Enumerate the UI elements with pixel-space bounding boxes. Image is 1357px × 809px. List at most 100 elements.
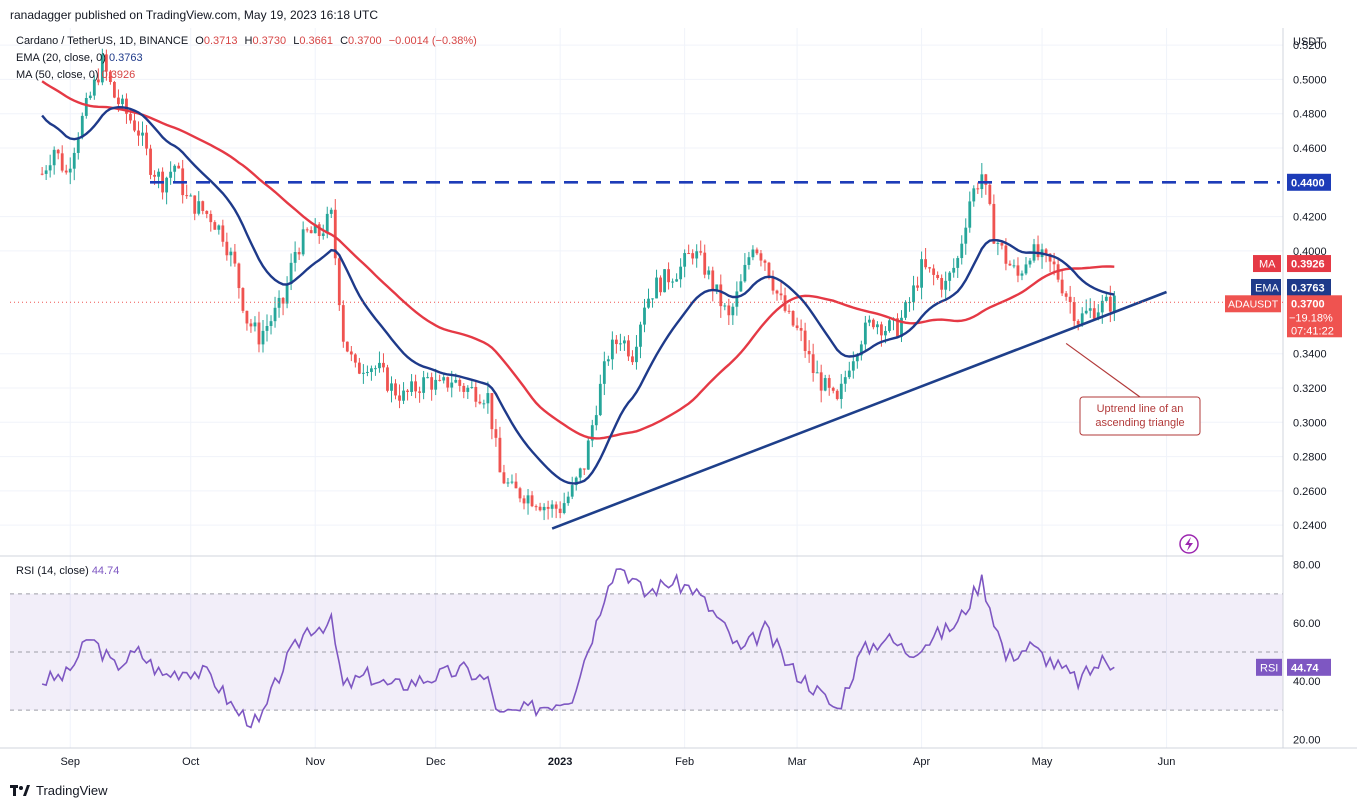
candle-body <box>863 322 867 345</box>
candle-body <box>285 284 289 304</box>
candle-body <box>193 195 197 214</box>
candle-body <box>52 149 56 166</box>
tradingview-footer[interactable]: TradingView <box>10 783 108 798</box>
candle-body <box>117 97 120 105</box>
candle-body <box>1024 264 1028 274</box>
candle-body <box>478 401 482 404</box>
candle-body <box>550 504 554 509</box>
price-tick-label: 0.4000 <box>1293 246 1327 258</box>
candle-body <box>205 210 209 214</box>
candle-body <box>378 362 381 369</box>
candle-body <box>944 280 948 290</box>
ema-legend[interactable]: EMA (20, close, 0) 0.3763 <box>16 52 143 64</box>
candle-body <box>313 224 317 234</box>
price-tick-label: 0.3000 <box>1293 417 1327 429</box>
low-label: L <box>293 35 300 47</box>
time-tick-label: Feb <box>675 756 694 768</box>
candle-body <box>538 506 542 511</box>
candle-body <box>631 356 634 363</box>
candle-body <box>723 305 727 307</box>
candle-body <box>357 362 361 374</box>
candle-body <box>466 387 470 392</box>
candle-body <box>450 382 454 388</box>
candle-body <box>510 481 514 483</box>
close-value: 0.3700 <box>348 35 382 47</box>
candle-body <box>402 390 405 401</box>
candle-body <box>273 307 277 322</box>
candle-body <box>458 379 462 386</box>
candle-body <box>880 324 883 336</box>
candle-body <box>1092 308 1096 319</box>
candle-body <box>265 325 269 331</box>
price-tick-label: 0.4800 <box>1293 109 1327 121</box>
rsi-value: 44.74 <box>91 565 120 577</box>
candle-body <box>442 377 446 381</box>
candle-body <box>506 482 510 484</box>
price-axis-unit: USDT <box>1293 36 1323 48</box>
candle-body <box>747 257 751 265</box>
candle-body <box>727 305 731 316</box>
candle-body <box>157 171 160 177</box>
candle-body <box>233 251 237 264</box>
candle-body <box>707 270 711 275</box>
candle-body <box>787 310 791 312</box>
candle-body <box>735 291 739 307</box>
rsi-tick-label: 80.00 <box>1293 560 1321 572</box>
candle-body <box>968 201 972 228</box>
candle-body <box>578 468 582 478</box>
ema-20-line <box>41 105 1115 485</box>
candle-body <box>602 361 606 384</box>
symbol-name[interactable]: Cardano / TetherUS, 1D, BINANCE <box>16 35 189 47</box>
candle-body <box>100 54 104 83</box>
svg-text:−19.18%: −19.18% <box>1289 312 1333 324</box>
price-tick-label: 0.5000 <box>1293 74 1327 86</box>
candle-body <box>683 253 687 267</box>
lightning-icon[interactable] <box>1179 534 1199 554</box>
candle-body <box>446 377 450 388</box>
svg-text:0.4400: 0.4400 <box>1291 177 1325 189</box>
candle-body <box>333 209 337 259</box>
ma-legend[interactable]: MA (50, close, 0) 0.3926 <box>16 69 135 81</box>
annotation-line-1: Uptrend line of an <box>1097 403 1184 415</box>
candle-body <box>321 233 325 236</box>
candle-body <box>76 137 80 153</box>
candle-body <box>1008 263 1012 266</box>
candle-body <box>815 372 819 374</box>
rsi-legend[interactable]: RSI (14, close) 44.74 <box>16 565 119 577</box>
candle-body <box>711 270 715 291</box>
candle-body <box>153 174 156 177</box>
candle-body <box>546 506 550 509</box>
candle-body <box>847 370 851 378</box>
candle-body <box>1068 296 1072 303</box>
price-tick-label: 0.5200 <box>1293 40 1327 52</box>
ma-label: MA (50, close, 0) <box>16 69 99 81</box>
candles <box>40 48 1116 521</box>
candle-body <box>305 229 309 231</box>
candle-body <box>229 251 233 256</box>
candle-body <box>1052 261 1056 265</box>
candle-body <box>807 350 811 355</box>
candle-body <box>651 298 654 300</box>
svg-text:0.3700: 0.3700 <box>1291 298 1325 310</box>
candle-body <box>44 170 48 174</box>
candle-body <box>843 377 847 384</box>
candle-body <box>1076 320 1080 325</box>
candle-body <box>715 284 719 291</box>
candle-body <box>1112 295 1116 312</box>
candle-body <box>221 225 225 242</box>
candle-body <box>803 330 807 351</box>
grid <box>0 28 1283 748</box>
candle-body <box>582 468 586 470</box>
candle-body <box>655 277 658 299</box>
candle-body <box>470 386 474 388</box>
rsi-tick-label: 60.00 <box>1293 618 1321 630</box>
candle-body <box>257 322 261 345</box>
candle-body <box>542 506 546 511</box>
svg-text:ADAUSDT: ADAUSDT <box>1228 298 1279 310</box>
candle-body <box>590 425 594 441</box>
candle-body <box>759 253 763 261</box>
candle-body <box>80 115 84 138</box>
rsi-band <box>10 593 1283 711</box>
candle-body <box>241 288 245 311</box>
